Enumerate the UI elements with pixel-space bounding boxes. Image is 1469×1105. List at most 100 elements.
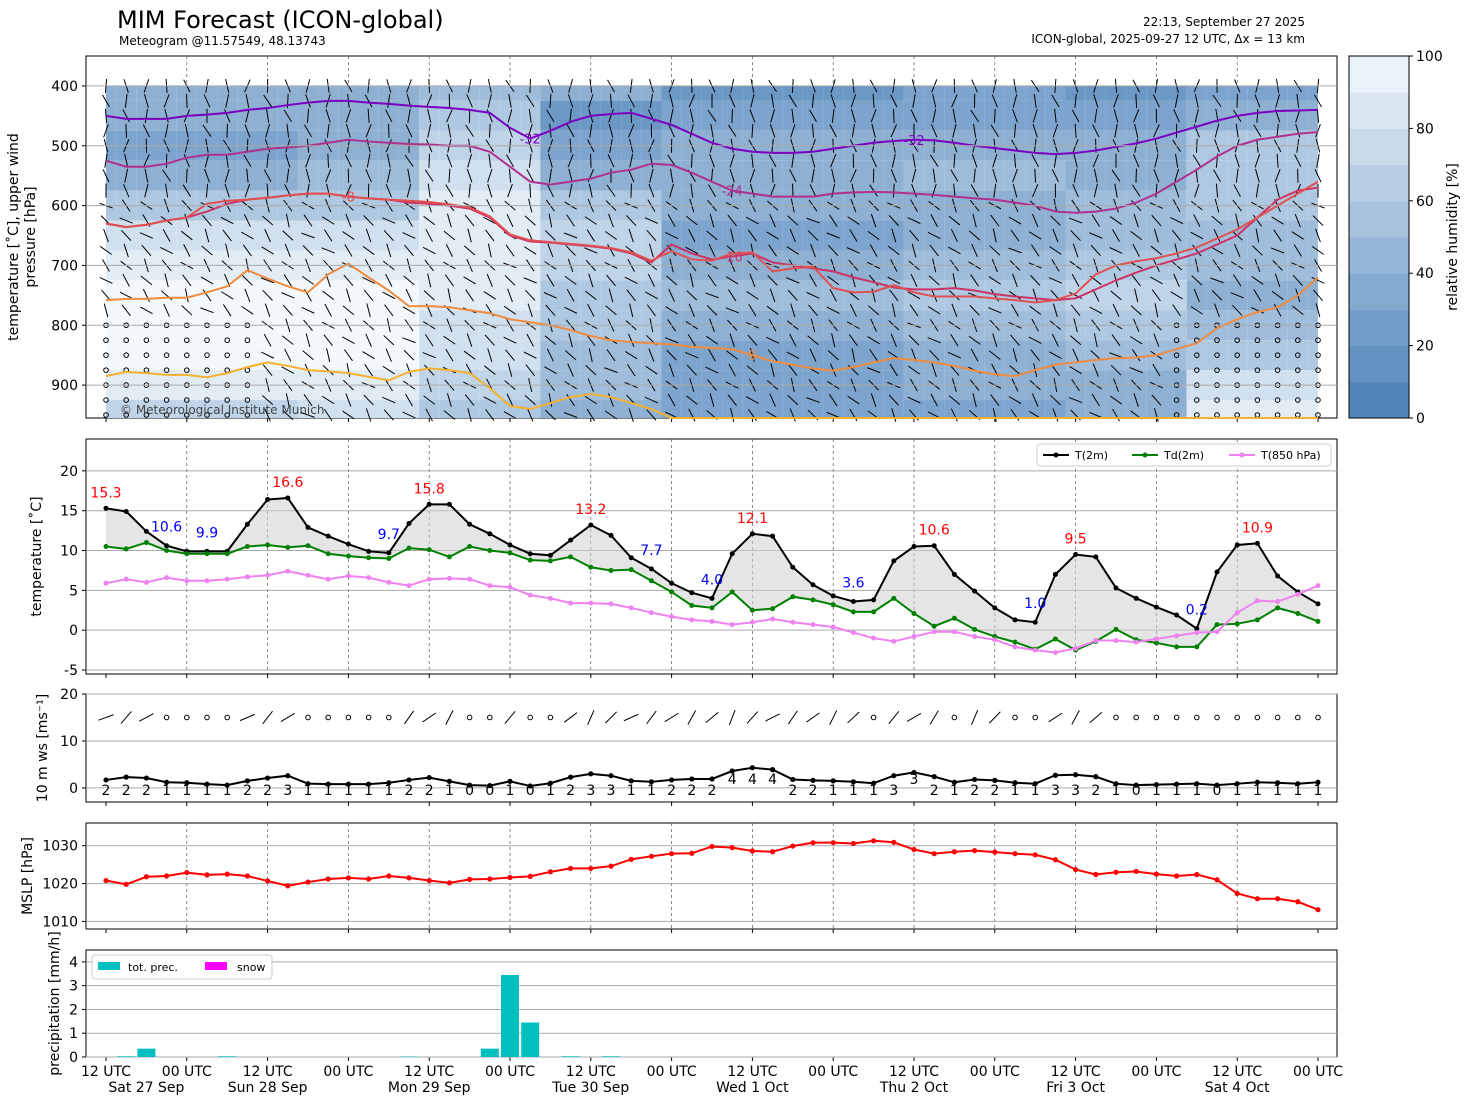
calm-wind-circle: [204, 352, 210, 358]
series-point-T(850 hPa): [1032, 647, 1038, 653]
series-point-T(2m): [406, 520, 412, 526]
wind-barb: [789, 408, 796, 422]
wind-barb: [952, 123, 957, 138]
wind-barb: [887, 245, 900, 256]
wind-barb: [382, 291, 396, 300]
wind-barb: [871, 123, 876, 138]
wind-barb: [447, 123, 452, 138]
series-point-T(850 hPa): [103, 580, 109, 586]
wind-barb: [505, 244, 515, 257]
wind-barb: [992, 228, 997, 243]
rh-cell: [1065, 85, 1086, 101]
wind-barb: [1253, 124, 1262, 138]
x-tick-label: 12 UTC: [566, 1064, 616, 1080]
wind-barb: [403, 349, 415, 361]
calm-wind-circle: [244, 412, 251, 418]
wind-barb: [771, 93, 775, 108]
rh-cell: [1146, 400, 1167, 418]
wind-barb: [707, 109, 717, 122]
wind-barb: [488, 123, 491, 138]
wind-barb: [1152, 363, 1161, 377]
wind-barb: [523, 277, 537, 284]
wind-speed-point: [790, 776, 796, 783]
wind-barb: [890, 94, 898, 108]
wind-barb: [1315, 303, 1321, 318]
wind-barb: [164, 108, 169, 123]
colorbar-band: [1349, 164, 1409, 202]
wind-barb: [1175, 153, 1179, 168]
rh-cell: [1065, 400, 1086, 418]
wind-barb: [422, 246, 436, 255]
wind-barb: [164, 273, 169, 288]
rh-cell: [1186, 340, 1207, 371]
wind-barb: [811, 93, 815, 108]
calm-wind-circle: [1173, 352, 1180, 358]
y-tick-label: 0: [69, 781, 78, 797]
wind-barb: [301, 275, 315, 285]
series-point-T(850 hPa): [689, 617, 695, 623]
series-point-Td(2m): [386, 555, 392, 561]
wind-speed-point: [749, 765, 756, 771]
wind-barb: [891, 303, 896, 318]
wind-barb: [142, 124, 150, 138]
wind-barb: [1256, 108, 1259, 123]
calm-wind-circle: [184, 412, 190, 418]
rh-cell: [1166, 340, 1187, 371]
calm-wind-circle: [163, 367, 170, 373]
series-point-Td(2m): [911, 610, 917, 616]
wind-barb: [1230, 292, 1244, 299]
wind-barb: [403, 275, 415, 286]
wind-barb: [1032, 123, 1038, 138]
series-point-T(2m): [871, 597, 877, 603]
wind-barb: [709, 153, 715, 168]
wind-barb: [566, 393, 575, 407]
wind-speed-value: 1: [1253, 783, 1262, 799]
mslp-point: [1295, 899, 1301, 905]
rh-cell: [1227, 85, 1248, 101]
mslp-point: [1315, 907, 1321, 913]
wind-barb: [810, 153, 816, 168]
calm-wind-circle: [1234, 367, 1240, 373]
wind-barb: [182, 274, 192, 287]
wind-barb: [1052, 124, 1059, 138]
wind-barb: [868, 274, 879, 287]
wind-barb: [326, 123, 330, 138]
series-point-T(2m): [1012, 617, 1018, 623]
isotherm-label: -32: [520, 133, 541, 148]
rh-cell: [883, 400, 904, 418]
wind-barb: [243, 154, 252, 167]
wind-barb: [202, 124, 212, 137]
mslp-point: [1133, 868, 1139, 875]
wind-barb: [705, 292, 719, 299]
series-point-T(2m): [123, 508, 129, 514]
series-point-T(850 hPa): [265, 572, 271, 578]
wind-barb: [1011, 303, 1019, 317]
wind-barb: [1212, 94, 1222, 107]
wind-barb: [1013, 153, 1017, 168]
rh-cell: [499, 85, 521, 101]
wind-barb: [951, 303, 958, 318]
series-point-T(2m): [366, 548, 372, 554]
wind-barb: [1072, 243, 1079, 258]
mslp-point: [1073, 866, 1079, 873]
wind-barb: [1132, 244, 1140, 257]
wind-barb: [164, 123, 169, 138]
wind-barb: [1193, 288, 1200, 303]
wind-barb: [988, 307, 1002, 314]
series-point-T(850 hPa): [1194, 630, 1200, 636]
y-axis-label: MSLP [hPa]: [20, 837, 36, 915]
rh-cell: [297, 85, 319, 101]
wind-barb: [989, 245, 1001, 256]
wind-barb: [992, 168, 998, 183]
wind-barb: [306, 183, 310, 198]
wind-speed-value: 1: [324, 783, 333, 799]
rh-cell: [722, 85, 743, 101]
day-label: Thu 2 Oct: [879, 1080, 949, 1096]
wind-barb: [260, 277, 275, 284]
wind-barb: [608, 109, 614, 123]
wind-speed-value: 0: [1132, 783, 1141, 799]
calm-wind-circle: [184, 714, 190, 721]
calm-wind-circle: [244, 352, 251, 358]
rh-cell: [1307, 160, 1318, 191]
wind-barb: [404, 710, 414, 725]
